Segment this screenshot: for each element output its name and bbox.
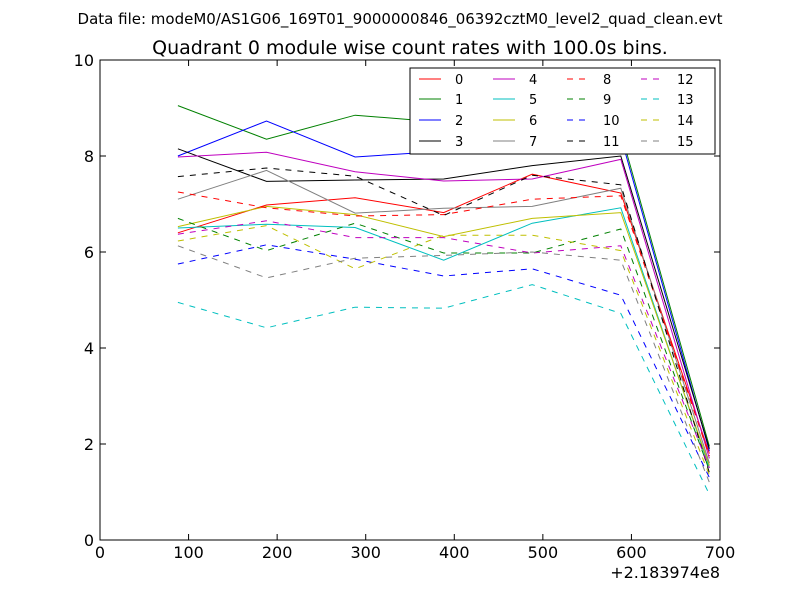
legend-label: 10 bbox=[603, 114, 620, 129]
legend-label: 8 bbox=[603, 73, 611, 88]
x-tick-label: 100 bbox=[173, 543, 204, 562]
legend-label: 4 bbox=[529, 73, 537, 88]
legend-label: 2 bbox=[455, 114, 463, 129]
series-line-12 bbox=[177, 220, 710, 469]
legend-label: 14 bbox=[677, 114, 694, 129]
x-tick-label: 0 bbox=[95, 543, 105, 562]
legend-label: 0 bbox=[455, 73, 463, 88]
legend-entry-1: 1 bbox=[419, 93, 463, 108]
legend-entry-9: 9 bbox=[567, 93, 611, 108]
legend-label: 15 bbox=[677, 135, 694, 150]
chart-title: Quadrant 0 module wise count rates with … bbox=[152, 37, 668, 59]
series-line-11 bbox=[177, 167, 710, 473]
legend-entry-12: 12 bbox=[641, 73, 694, 88]
legend-entry-2: 2 bbox=[419, 114, 463, 129]
y-tick-label: 8 bbox=[84, 147, 94, 166]
y-tick-label: 2 bbox=[84, 435, 94, 454]
x-tick-label: 300 bbox=[350, 543, 381, 562]
x-tick-label: 700 bbox=[705, 543, 736, 562]
x-tick-label: 400 bbox=[439, 543, 470, 562]
legend-entry-7: 7 bbox=[493, 135, 537, 150]
legend-entry-14: 14 bbox=[641, 114, 694, 129]
y-tick-label: 0 bbox=[84, 531, 94, 550]
legend-entry-6: 6 bbox=[493, 114, 537, 129]
legend-entry-8: 8 bbox=[567, 73, 611, 88]
series-line-13 bbox=[177, 284, 710, 495]
legend-label: 3 bbox=[455, 135, 463, 150]
series-line-14 bbox=[177, 225, 710, 476]
y-tick-label: 4 bbox=[84, 339, 94, 358]
legend-entry-13: 13 bbox=[641, 93, 694, 108]
legend-label: 5 bbox=[529, 93, 537, 108]
y-tick-label: 10 bbox=[74, 51, 94, 70]
series-line-0 bbox=[177, 173, 710, 454]
series-line-4 bbox=[177, 151, 710, 459]
legend-entry-0: 0 bbox=[419, 73, 463, 88]
legend-label: 13 bbox=[677, 93, 694, 108]
legend-entry-4: 4 bbox=[493, 73, 537, 88]
legend-label: 11 bbox=[603, 135, 620, 150]
x-axis: 0 100 200 300 400 500 600 700 bbox=[95, 60, 735, 562]
legend-entry-5: 5 bbox=[493, 93, 537, 108]
legend-frame bbox=[409, 67, 716, 155]
legend-label: 1 bbox=[455, 93, 463, 108]
series-line-5 bbox=[177, 207, 710, 469]
legend-entry-10: 10 bbox=[567, 114, 620, 129]
legend-label: 12 bbox=[677, 73, 694, 88]
series-line-9 bbox=[177, 217, 710, 471]
series-line-7 bbox=[177, 169, 710, 464]
legend-entry-15: 15 bbox=[641, 135, 694, 150]
legend-entry-3: 3 bbox=[419, 135, 463, 150]
series-line-6 bbox=[177, 205, 710, 466]
legend-entry-11: 11 bbox=[567, 135, 620, 150]
x-axis-offset-label: +2.183974e8 bbox=[610, 563, 720, 582]
legend-label: 9 bbox=[603, 93, 611, 108]
legend-label: 7 bbox=[529, 135, 537, 150]
figure-suptitle: Data file: modeM0/AS1G06_169T01_90000008… bbox=[78, 10, 723, 29]
x-tick-label: 500 bbox=[528, 543, 559, 562]
series-line-8 bbox=[177, 191, 710, 457]
x-tick-label: 600 bbox=[616, 543, 647, 562]
x-tick-label: 200 bbox=[262, 543, 293, 562]
legend-label: 6 bbox=[529, 114, 537, 129]
series-line-3 bbox=[177, 148, 710, 449]
y-tick-label: 6 bbox=[84, 243, 94, 262]
axes-frame bbox=[99, 59, 721, 541]
